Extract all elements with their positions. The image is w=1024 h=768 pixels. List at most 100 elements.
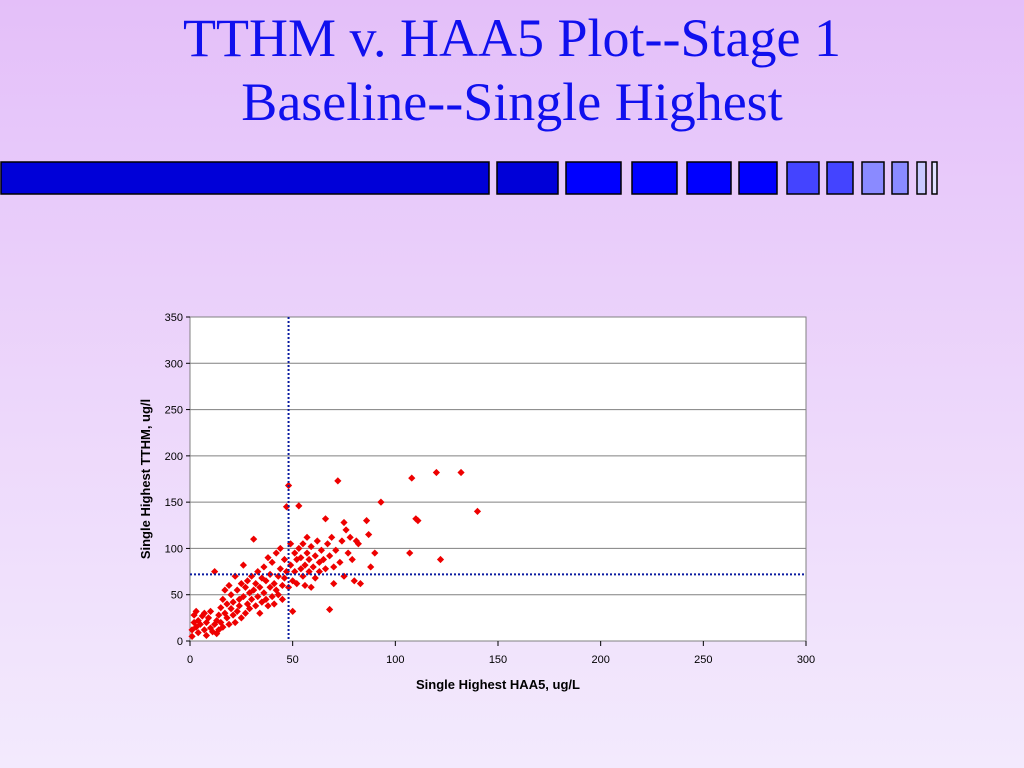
data-point [204, 614, 213, 622]
data-point [326, 605, 334, 614]
data-point [194, 629, 202, 637]
data-point [254, 592, 262, 601]
data-point [245, 605, 254, 613]
data-point [307, 583, 315, 591]
data-point [258, 574, 266, 582]
data-point [280, 574, 289, 582]
gridlines [190, 362, 806, 596]
data-point [340, 572, 348, 580]
data-point [356, 580, 365, 588]
data-point [289, 577, 297, 585]
data-points [188, 468, 482, 640]
data-point [262, 595, 270, 603]
y-tick-label: 150 [165, 497, 183, 509]
scatter-chart: 0 50 100 150 200 250 300 350 0 50 100 150 200 250 300 … [130, 300, 830, 700]
data-point [188, 626, 196, 634]
data-point [268, 558, 276, 566]
data-point [284, 583, 293, 591]
data-point [190, 611, 198, 619]
data-point [196, 620, 204, 628]
data-point [227, 605, 235, 613]
x-axis-label: Single Highest HAA5, ug/L [416, 677, 580, 692]
data-point [211, 567, 219, 576]
data-point [215, 611, 223, 619]
data-point [248, 572, 256, 580]
data-point [206, 624, 215, 632]
data-point [245, 589, 254, 597]
decorative-bar [861, 161, 885, 195]
data-point [221, 609, 229, 617]
data-point [223, 614, 231, 622]
data-point [252, 580, 260, 588]
data-point [200, 626, 208, 634]
data-point [237, 614, 245, 622]
decorative-bar-strip [0, 161, 938, 195]
x-tick-label: 150 [489, 654, 507, 666]
x-tick-label: 250 [694, 654, 712, 666]
data-point [321, 565, 330, 573]
slide-title-line-1: TTHM v. HAA5 Plot--Stage 1 [183, 8, 841, 68]
data-point [235, 595, 243, 603]
data-point [237, 580, 245, 588]
data-point [225, 581, 233, 590]
data-point [223, 600, 231, 608]
data-point [432, 468, 440, 477]
data-point [457, 468, 465, 477]
data-point [362, 517, 371, 525]
x-tick-label: 50 [287, 654, 299, 666]
data-point [243, 577, 252, 585]
data-point [291, 567, 299, 576]
data-point [309, 563, 317, 571]
data-point [248, 595, 256, 603]
data-point [239, 592, 247, 601]
data-point [311, 552, 319, 560]
data-point [250, 586, 258, 594]
data-point [266, 583, 274, 591]
y-tick-label: 50 [171, 590, 183, 602]
decorative-bar [786, 161, 820, 195]
decorative-bar [916, 161, 927, 195]
data-point [262, 577, 270, 585]
data-point [188, 632, 196, 640]
decorative-bar [931, 161, 938, 195]
y-axis-label: Single Highest TTHM, ug/l [138, 399, 153, 559]
data-point [206, 607, 215, 615]
data-point [295, 544, 303, 553]
data-point [241, 609, 250, 617]
x-tick-label: 300 [797, 654, 815, 666]
data-point [192, 607, 200, 615]
data-point [252, 602, 260, 610]
y-tick-label: 200 [165, 451, 183, 463]
x-tick-label: 100 [386, 654, 404, 666]
data-point [241, 583, 250, 591]
data-point [371, 549, 379, 557]
decorative-bar [631, 161, 678, 195]
plot-area [189, 316, 807, 642]
y-tick-label: 300 [165, 358, 183, 370]
data-point [202, 631, 211, 640]
data-point [406, 549, 414, 557]
data-point [295, 502, 303, 510]
data-point [299, 572, 307, 580]
data-point [213, 629, 221, 638]
slide-title: TTHM v. HAA5 Plot--Stage 1 Baseline--Sin… [0, 6, 1024, 134]
data-point [278, 595, 286, 603]
slide-title-line-2: Baseline--Single Highest [241, 72, 783, 132]
data-point [350, 577, 358, 585]
data-point [293, 555, 301, 564]
y-tick-label: 350 [165, 312, 183, 324]
x-tick-label: 200 [591, 654, 609, 666]
decorative-bar [496, 161, 559, 195]
data-point [219, 595, 227, 603]
data-point [305, 555, 313, 564]
data-point [231, 572, 239, 580]
data-point [340, 518, 348, 527]
data-point [256, 609, 264, 617]
data-point [307, 542, 315, 551]
data-point [208, 628, 217, 636]
data-point [289, 607, 297, 615]
data-point [219, 623, 227, 631]
decorative-bar [0, 161, 490, 195]
data-point [256, 583, 264, 591]
